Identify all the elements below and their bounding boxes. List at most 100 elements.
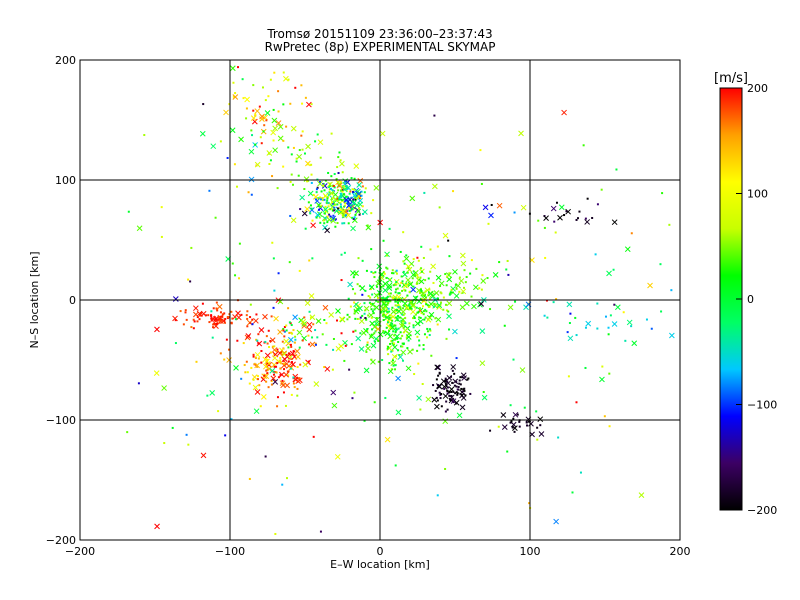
data-point bbox=[323, 319, 326, 322]
data-point bbox=[358, 213, 361, 216]
data-point bbox=[318, 208, 321, 211]
data-point bbox=[153, 370, 160, 376]
data-point bbox=[268, 162, 271, 165]
data-point bbox=[472, 284, 479, 291]
data-point bbox=[199, 312, 202, 315]
data-point bbox=[544, 256, 547, 259]
data-point bbox=[391, 342, 394, 345]
data-point bbox=[337, 156, 340, 159]
data-point bbox=[242, 342, 245, 345]
data-point bbox=[670, 289, 673, 292]
data-point bbox=[397, 292, 400, 295]
data-point bbox=[387, 302, 390, 305]
data-point bbox=[624, 246, 631, 253]
data-point bbox=[238, 136, 244, 143]
data-point bbox=[451, 381, 454, 384]
data-point bbox=[272, 373, 275, 376]
data-point bbox=[609, 314, 612, 317]
data-point bbox=[630, 232, 633, 235]
data-point bbox=[438, 391, 441, 394]
data-point bbox=[447, 310, 450, 313]
data-point bbox=[292, 376, 295, 379]
data-point bbox=[446, 313, 452, 320]
data-point bbox=[287, 78, 290, 81]
data-point bbox=[271, 355, 278, 361]
data-point bbox=[459, 304, 466, 311]
data-point bbox=[258, 105, 261, 108]
data-point bbox=[312, 194, 319, 200]
x-tick-label: 0 bbox=[377, 545, 384, 558]
data-point bbox=[411, 348, 414, 351]
data-point bbox=[445, 337, 448, 340]
data-point bbox=[365, 350, 368, 353]
data-point bbox=[414, 274, 417, 277]
colorbar-tick-label: −200 bbox=[747, 504, 777, 517]
data-point bbox=[340, 198, 343, 201]
data-point bbox=[324, 366, 331, 372]
data-point bbox=[418, 307, 421, 310]
data-point bbox=[304, 227, 307, 230]
data-point bbox=[361, 259, 364, 262]
data-point bbox=[464, 394, 467, 397]
data-point bbox=[352, 276, 355, 279]
data-point bbox=[399, 337, 402, 340]
data-point bbox=[369, 288, 372, 291]
data-point bbox=[571, 491, 574, 494]
data-point bbox=[154, 326, 160, 333]
data-point bbox=[245, 314, 248, 317]
data-point bbox=[446, 392, 449, 395]
data-point bbox=[448, 255, 451, 258]
data-point bbox=[272, 257, 275, 260]
data-point bbox=[399, 331, 402, 334]
data-point bbox=[321, 199, 324, 202]
data-point bbox=[349, 209, 352, 212]
colorbar-tick-label: 200 bbox=[747, 82, 768, 95]
data-point bbox=[402, 300, 408, 307]
data-point bbox=[354, 329, 357, 332]
data-point bbox=[436, 297, 439, 300]
data-point bbox=[470, 259, 473, 262]
data-point bbox=[333, 206, 336, 209]
data-point bbox=[217, 410, 220, 413]
data-point bbox=[269, 367, 276, 374]
data-point bbox=[187, 443, 190, 446]
data-point bbox=[272, 108, 275, 111]
data-point bbox=[172, 296, 179, 302]
data-point bbox=[405, 277, 411, 283]
data-point bbox=[410, 271, 417, 278]
data-point bbox=[394, 338, 397, 341]
data-point bbox=[546, 316, 549, 319]
data-point bbox=[518, 130, 524, 137]
data-point bbox=[487, 222, 490, 225]
data-point bbox=[445, 309, 448, 312]
data-point bbox=[354, 273, 357, 276]
data-point bbox=[271, 175, 274, 178]
data-point bbox=[423, 333, 426, 336]
data-point bbox=[405, 263, 412, 270]
data-point bbox=[565, 210, 568, 213]
data-point bbox=[386, 321, 389, 324]
data-point bbox=[448, 394, 451, 397]
data-point bbox=[450, 390, 453, 393]
data-point bbox=[585, 320, 592, 327]
data-point bbox=[271, 345, 274, 348]
data-point bbox=[311, 336, 314, 339]
data-point bbox=[334, 203, 337, 206]
data-point bbox=[333, 186, 336, 189]
data-point bbox=[611, 219, 618, 226]
data-point bbox=[427, 294, 430, 297]
data-point bbox=[561, 109, 567, 116]
data-point bbox=[558, 204, 565, 211]
data-point bbox=[536, 438, 539, 441]
scatter-points bbox=[126, 65, 675, 535]
data-point bbox=[368, 312, 374, 319]
data-point bbox=[193, 320, 196, 323]
data-point bbox=[265, 380, 268, 383]
data-point bbox=[374, 271, 377, 274]
data-point bbox=[310, 163, 313, 166]
data-point bbox=[305, 143, 311, 150]
data-point bbox=[216, 303, 223, 310]
data-point bbox=[370, 303, 373, 306]
data-point bbox=[272, 306, 275, 309]
data-point bbox=[289, 102, 292, 105]
